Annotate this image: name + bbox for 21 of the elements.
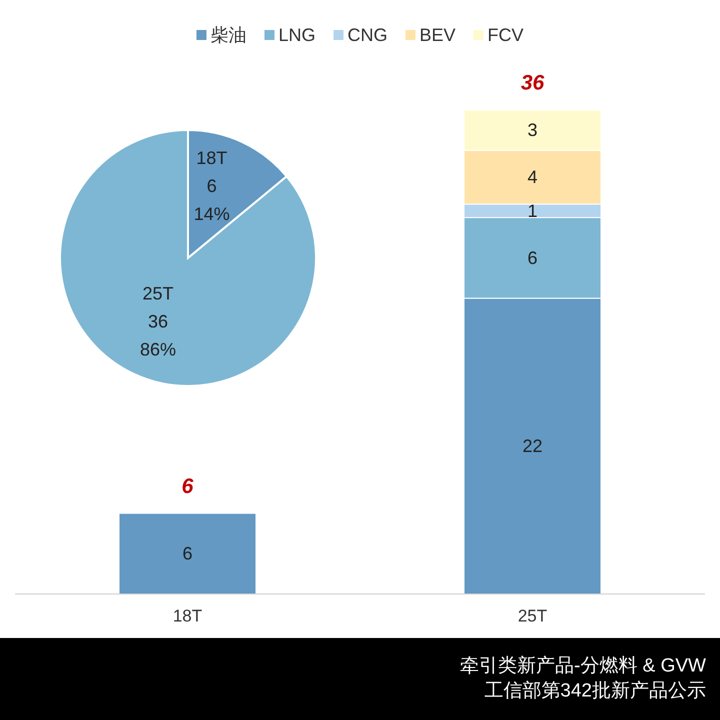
data-label: 22: [522, 436, 543, 456]
text: 牵引类新产品-分燃料 & GVW: [460, 654, 706, 676]
bar: [118, 512, 256, 594]
slice-label: 18T: [196, 148, 228, 168]
legend-label: 柴油: [210, 25, 246, 45]
data-label: 36 86%: [140, 312, 176, 360]
legend-label: CNG: [347, 25, 388, 45]
legend-label: LNG: [278, 25, 316, 45]
text: 工信部第342批新产品公示: [484, 680, 706, 702]
total-label: 6: [182, 474, 194, 498]
data-label: 6: [527, 248, 538, 268]
data-label: 6 14%: [194, 176, 230, 224]
total-label: 36: [520, 72, 544, 94]
data-label: 4: [527, 167, 538, 188]
legend-label: BEV: [419, 25, 456, 45]
data-label: 6: [182, 544, 193, 564]
legend-label: FCV: [488, 25, 524, 45]
pie-slice: [59, 129, 317, 387]
data-label: 1: [527, 200, 538, 221]
data-label: 3: [527, 120, 538, 140]
slice-label: 25T: [142, 284, 174, 304]
